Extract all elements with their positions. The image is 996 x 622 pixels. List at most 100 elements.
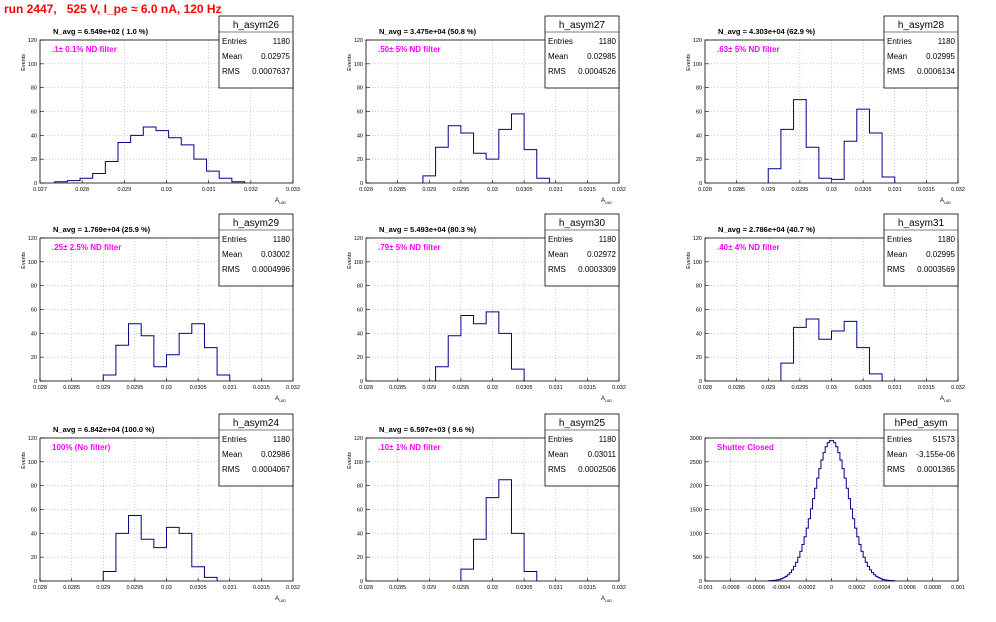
x-tick-label: 0.03 <box>826 385 837 391</box>
y-tick-label: 40 <box>31 531 37 537</box>
x-axis-label: AUID <box>940 198 951 205</box>
stats-key: Entries <box>548 37 573 46</box>
x-tick-label: 0.028 <box>698 385 712 391</box>
x-tick-label: 0.033 <box>286 187 300 193</box>
y-tick-label: 0 <box>360 379 363 385</box>
stats-value: 0.02995 <box>926 250 955 259</box>
y-tick-label: 1000 <box>690 531 702 537</box>
stats-key: Entries <box>887 235 912 244</box>
y-tick-label: 0 <box>34 379 37 385</box>
y-tick-label: 80 <box>31 284 37 290</box>
stats-key: RMS <box>548 67 566 76</box>
x-tick-label: 0.032 <box>612 585 626 591</box>
plot-frame <box>365 237 620 382</box>
y-tick-label: 40 <box>31 331 37 337</box>
y-tick-label: 100 <box>693 62 702 68</box>
histogram-line <box>767 440 896 582</box>
x-tick-label: 0.028 <box>359 385 373 391</box>
x-tick-label: 0.028 <box>33 385 47 391</box>
stats-key: RMS <box>548 265 566 274</box>
stats-key: Entries <box>548 435 573 444</box>
stats-value: -3.155e-06 <box>916 450 955 459</box>
stats-key: RMS <box>887 67 905 76</box>
y-tick-label: 20 <box>696 157 702 163</box>
y-tick-label: 40 <box>696 331 702 337</box>
x-tick-label: 0.029 <box>422 187 436 193</box>
histogram-panel-h_asym27: 0.028 0.0285 0.029 0.0295 0.03 0.0305 0.031 0.0… <box>347 15 626 205</box>
y-axis-label: Events <box>21 54 27 71</box>
plot-frame <box>704 237 959 382</box>
x-tick-label: 0.031 <box>223 385 237 391</box>
histogram-name: hPed_asym <box>895 418 948 429</box>
plot-frame <box>365 39 620 184</box>
y-tick-label: 60 <box>357 110 363 116</box>
stats-value: 0.0003309 <box>578 265 616 274</box>
stats-value: 0.0001365 <box>917 465 955 474</box>
stats-value: 1180 <box>273 235 291 244</box>
y-tick-label: 80 <box>696 86 702 92</box>
y-tick-label: 120 <box>28 38 37 44</box>
stats-box: hPed_asym Entries 51573 Mean -3.155e-06 RMS 0.… <box>883 413 959 487</box>
plot-frame <box>704 39 959 184</box>
n-avg-label: N_avg = 6.597e+03 ( 9.6 %) <box>379 425 475 434</box>
y-tick-label: 20 <box>31 157 37 163</box>
x-tick-label: 0.0006 <box>899 585 916 591</box>
y-tick-label: 20 <box>696 355 702 361</box>
y-tick-label: 80 <box>696 284 702 290</box>
histogram-panel-h_asym28: 0.028 0.0285 0.029 0.0295 0.03 0.0305 0.031 0.0… <box>686 15 965 205</box>
x-tick-label: 0.029 <box>422 385 436 391</box>
histogram-line <box>422 113 550 183</box>
x-tick-label: 0.0285 <box>728 385 745 391</box>
x-axis-label: AUID <box>275 198 286 205</box>
y-axis-label: Events <box>347 252 353 269</box>
x-tick-label: 0.029 <box>117 187 131 193</box>
plot-frame <box>704 437 959 582</box>
y-tick-label: 120 <box>28 236 37 242</box>
x-tick-label: 0.03 <box>161 187 172 193</box>
y-tick-label: 20 <box>357 157 363 163</box>
stats-box-frame <box>883 15 959 89</box>
plot-frame <box>39 437 294 582</box>
histogram-line <box>54 126 246 183</box>
x-tick-label: 0.0315 <box>579 585 596 591</box>
x-tick-label: 0.0295 <box>452 385 469 391</box>
stats-box-frame <box>883 213 959 287</box>
stats-box-frame <box>544 213 620 287</box>
histogram-line <box>767 99 896 183</box>
x-tick-label: 0.028 <box>359 187 373 193</box>
x-tick-label: 0.0285 <box>389 385 406 391</box>
x-tick-label: 0.03 <box>161 585 172 591</box>
x-tick-label: 0.031 <box>202 187 216 193</box>
stats-key: Mean <box>887 250 907 259</box>
x-tick-label: 0.0315 <box>579 187 596 193</box>
y-tick-label: 100 <box>693 260 702 266</box>
histogram-line <box>102 514 218 581</box>
stats-key: Entries <box>887 435 912 444</box>
x-tick-label: 0.0295 <box>452 187 469 193</box>
filter-annotation: Shutter Closed <box>717 443 774 452</box>
x-axis-label: AUID <box>601 396 612 403</box>
x-tick-label: 0.029 <box>422 585 436 591</box>
x-axis-label: AUID <box>275 596 286 603</box>
histogram-name: h_asym27 <box>559 20 606 31</box>
y-tick-label: 3000 <box>690 436 702 442</box>
x-tick-label: 0.0285 <box>728 187 745 193</box>
y-tick-label: 2500 <box>690 460 702 466</box>
y-tick-label: 100 <box>354 460 363 466</box>
histogram-name: h_asym30 <box>559 218 606 229</box>
x-tick-label: -0.0002 <box>797 585 816 591</box>
y-tick-label: 60 <box>696 308 702 314</box>
y-tick-label: 60 <box>696 110 702 116</box>
x-tick-label: 0.0305 <box>855 187 872 193</box>
stats-box: h_asym30 Entries 1180 Mean 0.02972 RMS 0.00033… <box>544 213 620 287</box>
x-tick-label: 0.0295 <box>452 585 469 591</box>
x-axis-label-sub: UID <box>279 398 286 403</box>
x-tick-label: 0.029 <box>761 385 775 391</box>
stats-box-frame <box>218 413 294 487</box>
stats-value: 1180 <box>273 37 291 46</box>
x-tick-label: 0.032 <box>612 187 626 193</box>
histogram-name: h_asym26 <box>233 20 280 31</box>
stats-box: h_asym28 Entries 1180 Mean 0.02995 RMS 0.00061… <box>883 15 959 89</box>
n-avg-label: N_avg = 2.786e+04 (40.7 %) <box>718 225 816 234</box>
stats-value: 1180 <box>938 235 956 244</box>
